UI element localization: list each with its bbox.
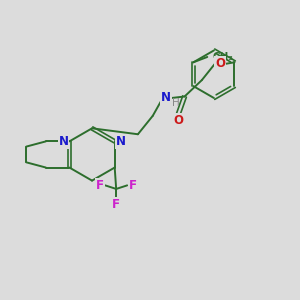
Text: F: F (128, 179, 136, 192)
Text: O: O (173, 114, 183, 127)
Text: O: O (215, 57, 225, 70)
Text: H: H (172, 98, 179, 108)
Text: N: N (58, 135, 68, 148)
Text: F: F (96, 179, 104, 192)
Text: N: N (161, 92, 171, 104)
Text: CH₃: CH₃ (212, 52, 233, 62)
Text: F: F (112, 198, 120, 211)
Text: N: N (116, 135, 126, 148)
